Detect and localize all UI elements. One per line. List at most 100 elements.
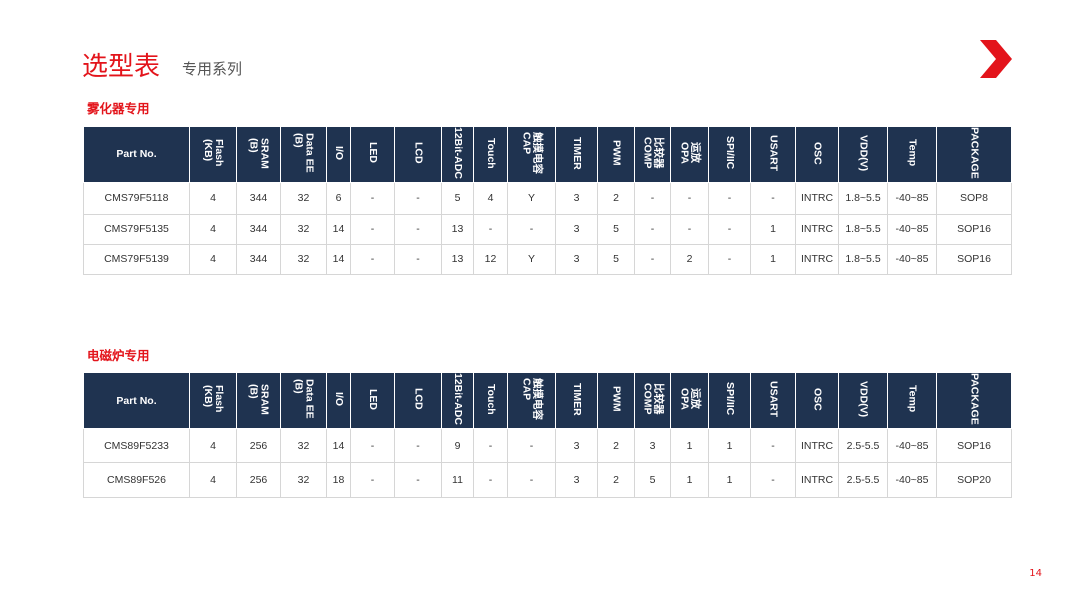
header-cell: VDD(V) xyxy=(838,126,888,183)
header-cell: PWM xyxy=(597,126,635,183)
header-text: LED xyxy=(367,142,379,163)
table-cell: - xyxy=(473,462,508,498)
header-text: Temp xyxy=(906,139,919,167)
table-cell: - xyxy=(670,181,709,215)
header-text: USART xyxy=(767,380,780,418)
table-cell: 14 xyxy=(326,428,351,463)
table-cell: 2 xyxy=(670,243,709,275)
header-cell: PACKAGE xyxy=(936,372,1012,429)
header-text: 比较器 COMP xyxy=(641,137,665,169)
table-cell: 1 xyxy=(708,462,751,498)
header-text: VDD(V) xyxy=(857,134,870,172)
header-line: OPA xyxy=(678,388,691,410)
table-cell: 12 xyxy=(473,243,508,275)
table-cell: INTRC xyxy=(795,462,839,498)
header-text: PWM xyxy=(610,140,623,166)
header-text: TIMER xyxy=(571,137,583,170)
table-cell: -40~85 xyxy=(887,181,937,215)
header-line: SRAM xyxy=(258,137,271,169)
table-row: CMS89F526 4 256 32 18- -11- -3 2 5 1 1- INTRC 2.5-5.… xyxy=(83,462,1012,498)
table-cell: 1 xyxy=(750,243,796,275)
header-text: 比较器 COMP xyxy=(641,383,665,415)
title: 选型表 xyxy=(82,52,161,82)
header-line: Temp xyxy=(906,385,919,413)
table-cell: - xyxy=(507,428,556,463)
table-cell: - xyxy=(507,462,556,498)
header-cell: TIMER xyxy=(555,372,598,429)
table-cell: 256 xyxy=(236,462,281,498)
header-line: PWM xyxy=(610,386,623,412)
table-cell: 2 xyxy=(597,181,635,215)
header-line: COMP xyxy=(641,383,654,415)
table-cell: - xyxy=(750,462,796,498)
section-title: 雾化器专用 xyxy=(87,101,150,116)
table-cell: 6 xyxy=(326,181,351,215)
header-line: OSC xyxy=(811,141,824,165)
header-line: Touch xyxy=(485,383,497,415)
selection-table: Part No. Flash (KB) SRAM (B) Data EE (B) I/O LED… xyxy=(83,126,1012,275)
header-line: USART xyxy=(767,134,780,172)
header-cell: Touch xyxy=(473,372,508,429)
header-text: VDD(V) xyxy=(857,380,870,418)
table-cell: 1 xyxy=(750,213,796,245)
table-cell: -40~85 xyxy=(887,243,937,275)
header-line: CAP xyxy=(520,378,533,401)
table-cell: 14 xyxy=(326,213,351,245)
header-line: USART xyxy=(767,380,780,418)
header-cell: LCD xyxy=(394,126,442,183)
header-line: Temp xyxy=(906,139,919,167)
header-line: Flash xyxy=(213,385,225,413)
header-cell: 触摸电容 CAP xyxy=(507,126,556,183)
header-cell: Temp xyxy=(887,372,937,429)
header-line: OPA xyxy=(678,141,691,164)
header-cell: Data EE (B) xyxy=(280,126,327,183)
header-row: Part No. Flash (KB) SRAM (B) Data EE (B) I/O LED… xyxy=(83,372,1012,429)
header-cell: 12Bit-ADC xyxy=(441,126,474,183)
table-cell: CMS89F5233 xyxy=(83,428,190,463)
header-row: Part No. Flash (KB) SRAM (B) Data EE (B) I/O LED… xyxy=(83,126,1012,183)
table-cell: -40~85 xyxy=(887,428,937,463)
table-cell: 1.8~5.5 xyxy=(838,181,888,215)
header-text: LCD xyxy=(413,142,425,164)
header-cell: OSC xyxy=(795,372,839,429)
table-cell: 4 xyxy=(473,181,508,215)
header-line: VDD(V) xyxy=(857,380,870,418)
table-cell: 18 xyxy=(326,462,351,498)
header-line: CAP xyxy=(520,131,533,155)
table-cell: 5 xyxy=(597,243,635,275)
header-line: SRAM xyxy=(258,383,271,415)
header-line: Part No. xyxy=(116,394,157,407)
table-cell: 3 xyxy=(555,213,598,245)
table-cell: 4 xyxy=(189,213,237,245)
header-cell: USART xyxy=(750,372,796,429)
header-line: 触摸电容 xyxy=(531,378,544,420)
table-cell: 5 xyxy=(441,181,474,215)
header-line: I/O xyxy=(333,145,345,160)
table-cell: -40~85 xyxy=(887,462,937,498)
header-line: PWM xyxy=(610,140,623,166)
table-cell: CMS79F5139 xyxy=(83,243,190,275)
table-row: CMS79F5139 4 344 32 14- -13 12 Y 3 5-2-1 INTRC 1.8~… xyxy=(83,243,1012,275)
header-cell: PACKAGE xyxy=(936,126,1012,183)
header-line: 比较器 xyxy=(652,383,665,415)
header-line: 运放 xyxy=(689,141,702,163)
header-cell: Data EE (B) xyxy=(280,372,327,429)
table-cell: 5 xyxy=(597,213,635,245)
table-cell: 2 xyxy=(597,462,635,498)
header-text: LCD xyxy=(412,388,425,410)
table-cell: - xyxy=(394,243,442,275)
header-line: Data EE xyxy=(303,133,316,173)
header-line: LCD xyxy=(412,388,425,410)
table-cell: - xyxy=(350,243,395,275)
table-cell: - xyxy=(670,213,709,245)
table-cell: - xyxy=(750,428,796,463)
table-cell: - xyxy=(507,213,556,245)
header-line: SPI/IIC xyxy=(724,136,736,170)
table-cell: 32 xyxy=(280,243,327,275)
header-text: 运放 OPA xyxy=(678,388,702,410)
header-line: COMP xyxy=(641,137,654,169)
header-cell: LED xyxy=(350,126,395,183)
table-cell: 3 xyxy=(555,181,598,215)
table-cell: CMS89F526 xyxy=(83,462,190,498)
header-line: VDD(V) xyxy=(857,134,870,172)
